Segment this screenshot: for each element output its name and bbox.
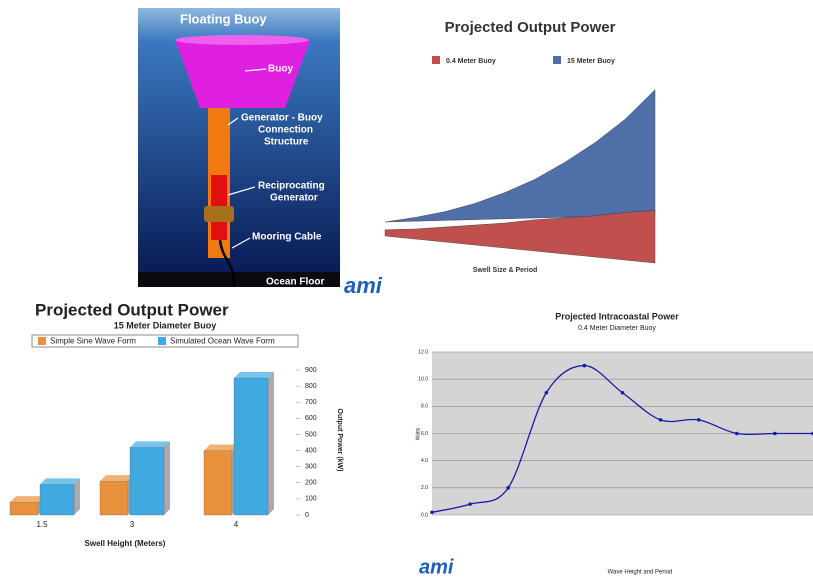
- y-tick-label: 800: [305, 383, 317, 390]
- bar-side: [164, 441, 170, 515]
- y-tick-label: 100: [305, 496, 317, 503]
- x-tick-label: 3: [130, 520, 135, 529]
- bar-side: [268, 372, 274, 515]
- legend-label: Simulated Ocean Wave Form: [170, 337, 275, 346]
- chart-title: Projected Output Power: [35, 300, 229, 319]
- point: [544, 390, 549, 395]
- y-axis-title: Watts: [415, 427, 421, 440]
- bar-side: [74, 478, 80, 515]
- label: Reciprocating: [258, 181, 325, 192]
- x-axis-title: Swell Height (Meters): [85, 539, 166, 548]
- y-tick-label: 700: [305, 399, 317, 406]
- logo: ami: [344, 273, 383, 298]
- area: [384, 89, 656, 223]
- y-tick-label: 900: [305, 367, 317, 374]
- point: [696, 418, 701, 422]
- legend-swatch: [38, 337, 46, 345]
- legend-swatch: [158, 337, 166, 345]
- buoy-top: [175, 35, 309, 45]
- y-tick-label: 500: [305, 431, 317, 438]
- generator-collar: [204, 206, 234, 222]
- diagram-title: Floating Buoy: [180, 11, 267, 26]
- legend-swatch: [553, 56, 561, 64]
- point: [506, 486, 511, 490]
- pointers: [227, 68, 267, 249]
- label: Ocean Floor: [266, 277, 324, 288]
- buoy-shape: [175, 40, 310, 108]
- ocean-floor: [138, 272, 340, 287]
- chart-subtitle: 15 Meter Diameter Buoy: [114, 320, 217, 330]
- y-tick-label: 10.0: [418, 376, 428, 382]
- bar: [99, 481, 129, 516]
- y-tick-label: 200: [305, 480, 317, 487]
- y-tick-label: 0.0: [421, 512, 428, 518]
- point: [582, 363, 587, 368]
- bar-top: [100, 475, 134, 482]
- y-axis-title: Output Power (kW): [336, 409, 343, 472]
- x-axis-title: Swell Size & Period: [473, 267, 538, 274]
- bar-top: [204, 444, 238, 451]
- chart-subtitle: 0.4 Meter Diameter Buoy: [578, 325, 656, 332]
- x-axis-title: Wave Height and Period: [608, 570, 673, 576]
- y-tick-label: 300: [305, 464, 317, 471]
- point: [620, 390, 625, 395]
- chart-title: Projected Intracoastal Power: [555, 311, 679, 321]
- bar: [203, 450, 233, 516]
- bar: [9, 501, 39, 516]
- cable: [218, 239, 236, 287]
- label: Generator - Buoy: [241, 113, 323, 124]
- label: Structure: [264, 137, 309, 148]
- bar: [129, 447, 165, 516]
- label: Connection: [258, 125, 313, 136]
- point: [468, 502, 472, 506]
- y-tick-label: 0: [305, 512, 309, 519]
- buoy-diagram: Floating Buoy Buoy Generator - Buoy Conn…: [138, 8, 383, 298]
- bar-top: [130, 441, 170, 448]
- logo: ami: [419, 556, 454, 578]
- y-tick-label: 4.0: [421, 458, 428, 464]
- y-tick-label: 8.0: [421, 404, 428, 410]
- point: [735, 431, 739, 436]
- y-tick-label: 600: [305, 415, 317, 422]
- y-tick-label: 6.0: [421, 431, 428, 437]
- y-tick-label: 12.0: [418, 349, 428, 355]
- point: [773, 431, 777, 436]
- legend-label: 15 Meter Buoy: [567, 58, 615, 65]
- legend-swatch: [432, 56, 440, 64]
- legend-label: 0.4 Meter Buoy: [446, 58, 496, 65]
- bar-top: [40, 478, 80, 485]
- x-tick-label: 4: [234, 520, 239, 529]
- line: [431, 364, 813, 513]
- point: [658, 418, 663, 422]
- legend-label: Simple Sine Wave Form: [50, 337, 136, 346]
- chart-title: Projected Output Power: [445, 19, 616, 36]
- label: Mooring Cable: [252, 232, 322, 243]
- area: [384, 210, 656, 264]
- y-tick-label: 400: [305, 447, 317, 454]
- bar-top: [234, 372, 274, 379]
- label: Buoy: [268, 64, 293, 75]
- bar-top: [10, 496, 44, 503]
- y-tick-label: 2.0: [421, 485, 428, 491]
- bar: [39, 484, 75, 516]
- x-tick-label: 1.5: [36, 520, 48, 529]
- bar: [233, 377, 269, 516]
- label: Generator: [270, 193, 318, 204]
- point: [430, 510, 434, 515]
